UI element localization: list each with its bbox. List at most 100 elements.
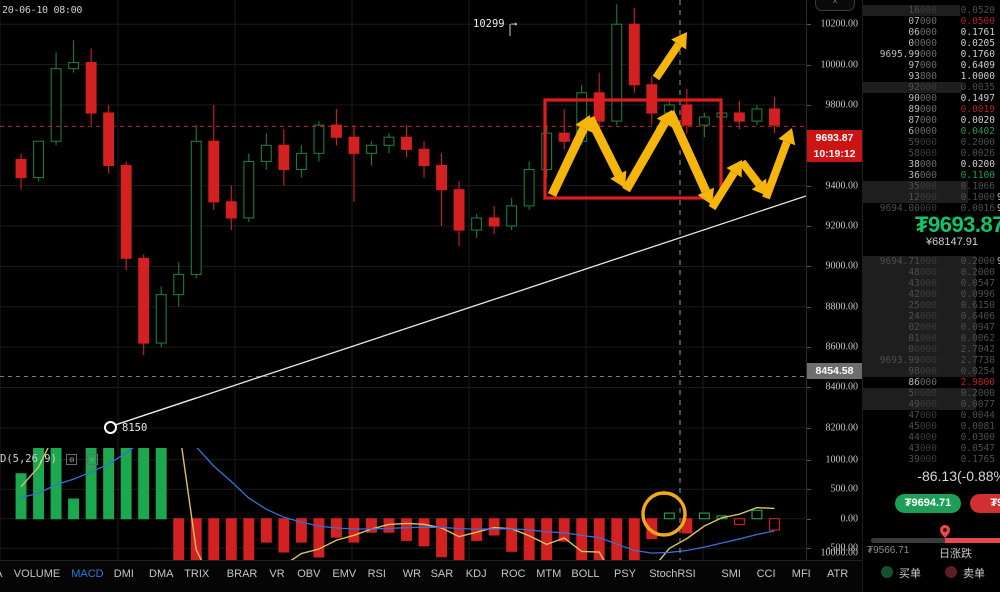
indicator-tab-mtm[interactable]: MTM (536, 568, 562, 580)
indicator-tab-dma[interactable]: DMA (149, 568, 174, 580)
indicator-tab-trix[interactable]: TRIX (184, 568, 210, 580)
indicator-tab-emv[interactable]: EMV (332, 568, 357, 580)
peak-annotation-label: 10299 → (473, 18, 518, 30)
gear-icon[interactable]: ⚙ (66, 453, 78, 465)
orderbook-row[interactable]: 44000 0.0300 (863, 432, 1000, 443)
map-pin-icon (939, 525, 950, 538)
orderbook-row[interactable]: 24000 0.6406 (863, 311, 1000, 322)
orderbook-price: 24000 (908, 311, 937, 322)
orderbook-amount: 0.0254 (960, 366, 995, 377)
price-axis-tick (807, 306, 811, 308)
indicator-tab-cci[interactable]: CCI (756, 568, 776, 580)
orderbook-row[interactable]: 35000 0.1066 (863, 181, 1000, 192)
bids-list[interactable]: 9694.710000.2000965480000.2000430000.054… (863, 256, 1000, 465)
sell-price-pill[interactable]: ₮969 (970, 494, 1000, 513)
orderbook-row[interactable]: 42000 0.0996 (863, 289, 1000, 300)
indicator-tab-psy[interactable]: PSY (614, 568, 637, 580)
orderbook-row[interactable]: 38000 0.0200 (863, 159, 1000, 170)
indicator-tab-dmi[interactable]: DMI (113, 568, 134, 580)
orderbook-row[interactable]: 48000 0.2000 (863, 267, 1000, 278)
indicator-tab-stochrsi[interactable]: StochRSI (649, 568, 696, 580)
orderbook-row[interactable]: 9694.71000 0.2000965 (863, 256, 1000, 267)
indicator-tab-volume[interactable]: VOLUME (13, 568, 61, 580)
orderbook-price: 90000 (908, 93, 937, 104)
orderbook-row[interactable]: 60000 0.0402 (863, 126, 1000, 137)
orderbook-price: 9693.99000 (879, 355, 937, 366)
orderbook-row[interactable]: 90000 0.1497 (863, 93, 1000, 104)
indicator-tab-mfi[interactable]: MFI (791, 568, 811, 580)
orderbook-row[interactable]: 97000 0.6409 (863, 60, 1000, 71)
daily-range-low: ₮9566.71 (867, 545, 910, 556)
indicator-tab-wr[interactable]: WR (402, 568, 422, 580)
orderbook-row[interactable]: 02000 0.0947 (863, 322, 1000, 333)
orderbook-amount: 0.0547 (960, 278, 995, 289)
orderbook-amount: 0.2000 (960, 388, 995, 399)
indicator-tab-kdj[interactable]: KDJ (465, 568, 487, 580)
orderbook-row[interactable]: 93800 1.0000 (863, 71, 1000, 82)
orderbook-row[interactable]: 06000 0.1761 (863, 27, 1000, 38)
candlestick-chart[interactable]: 20-06-10 08:00 10299 → 8150 (0, 0, 806, 448)
orderbook-row[interactable]: 9693.99000 2.7738 (863, 355, 1000, 366)
orderbook-row[interactable]: 9694.00000 0.0016976 (863, 203, 1000, 214)
orderbook-amount: 2.9800 (960, 377, 995, 388)
indicator-tab-roc[interactable]: ROC (501, 568, 526, 580)
indicator-tab-smi[interactable]: SMI (721, 568, 741, 580)
macd-axis: 1000.00 500.00 0.00 -500.00 10000.00 (806, 448, 862, 560)
orderbook-price: 59000 (908, 137, 937, 148)
orderbook-row[interactable]: 01000 0.0062 (863, 333, 1000, 344)
orderbook-price: 87000 (908, 115, 937, 126)
orderbook-row[interactable]: 50000 0.2000 (863, 388, 1000, 399)
orderbook-depth-bar (863, 311, 977, 322)
close-icon[interactable]: ✕ (86, 453, 98, 465)
orderbook-row[interactable]: 89000 0.0019 (863, 104, 1000, 115)
indicator-tab-brar[interactable]: BRAR (226, 568, 258, 580)
indicator-tab-obv[interactable]: OBV (297, 568, 321, 580)
orderbook-panel[interactable]: 16000 0.0520 07000 0.0500 06000 0.1761 00000 0.… (862, 0, 1000, 592)
orderbook-amount: 0.0035 (960, 82, 995, 93)
orderbook-row[interactable]: 07000 0.0500 (863, 16, 1000, 27)
orderbook-depth-bar (863, 388, 977, 399)
low-point-marker (104, 421, 117, 434)
orderbook-row[interactable]: 58000 0.0026 (863, 148, 1000, 159)
orderbook-amount: 0.0044 (960, 410, 995, 421)
indicator-tab-bar[interactable]: MA VOLUME MACD DMI DMA TRIX BRAR VR OBV EMV RSI WR S… (0, 560, 1000, 592)
orderbook-row[interactable]: 86000 2.9800 (863, 377, 1000, 388)
daily-range-label: 日涨跌 (939, 548, 972, 560)
orderbook-row[interactable]: 00000 0.0205 (863, 38, 1000, 49)
orderbook-row[interactable]: 45000 0.0081 (863, 421, 1000, 432)
orderbook-row[interactable]: 59000 0.2000 (863, 137, 1000, 148)
orderbook-row[interactable]: 16000 0.0520 (863, 5, 1000, 16)
indicator-tab-rsi[interactable]: RSI (367, 568, 386, 580)
macd-panel[interactable] (0, 448, 806, 560)
orderbook-row[interactable]: 12000 0.1000975 (863, 192, 1000, 203)
macd-axis-tick-label: -500.00 (827, 542, 858, 554)
indicator-tab-boll[interactable]: BOLL (571, 568, 600, 580)
indicator-tab-atr[interactable]: ATR (827, 568, 849, 580)
orderbook-row[interactable]: 25000 0.6150 (863, 300, 1000, 311)
indicator-tab-ma[interactable]: MA (0, 568, 3, 580)
orderbook-row[interactable]: 49000 0.0077 (863, 399, 1000, 410)
orderbook-row[interactable]: 47000 0.0044 (863, 410, 1000, 421)
orderbook-row[interactable]: 98000 0.0254 (863, 366, 1000, 377)
orderbook-depth-bar (863, 333, 977, 344)
orderbook-row[interactable]: 92000 0.0035 (863, 82, 1000, 93)
orderbook-row[interactable]: 00000 2.7042 (863, 344, 1000, 355)
asks-list[interactable]: 16000 0.0520 07000 0.0500 06000 0.1761 00000 0.… (863, 5, 1000, 214)
orderbook-row[interactable]: 36000 0.1100 (863, 170, 1000, 181)
orderbook-depth-bar (863, 366, 977, 377)
orderbook-row[interactable]: 39000 0.1765 (863, 454, 1000, 465)
chevron-up-icon[interactable]: ^ (815, 0, 855, 11)
indicator-tab-macd[interactable]: MACD (71, 568, 104, 580)
orderbook-amount: 0.0520 (960, 5, 995, 16)
orderbook-row[interactable]: 9695.99000 0.1760 (863, 49, 1000, 60)
orderbook-row[interactable]: 43000 0.0547 (863, 443, 1000, 454)
buy-price-pill[interactable]: ₮9694.71 (895, 494, 961, 513)
indicator-tab-sar[interactable]: SAR (430, 568, 454, 580)
indicator-tab-vr[interactable]: VR (269, 568, 285, 580)
daily-range-bar[interactable] (871, 525, 1000, 543)
price-axis[interactable]: ^ 10200.00 10000.00 9800.00 9400.00 9200.00 9… (806, 0, 862, 448)
macd-axis-tick-label: 500.00 (830, 483, 859, 495)
orderbook-row[interactable]: 43000 0.0547 (863, 278, 1000, 289)
orderbook-row[interactable]: 87000 0.0020 (863, 115, 1000, 126)
